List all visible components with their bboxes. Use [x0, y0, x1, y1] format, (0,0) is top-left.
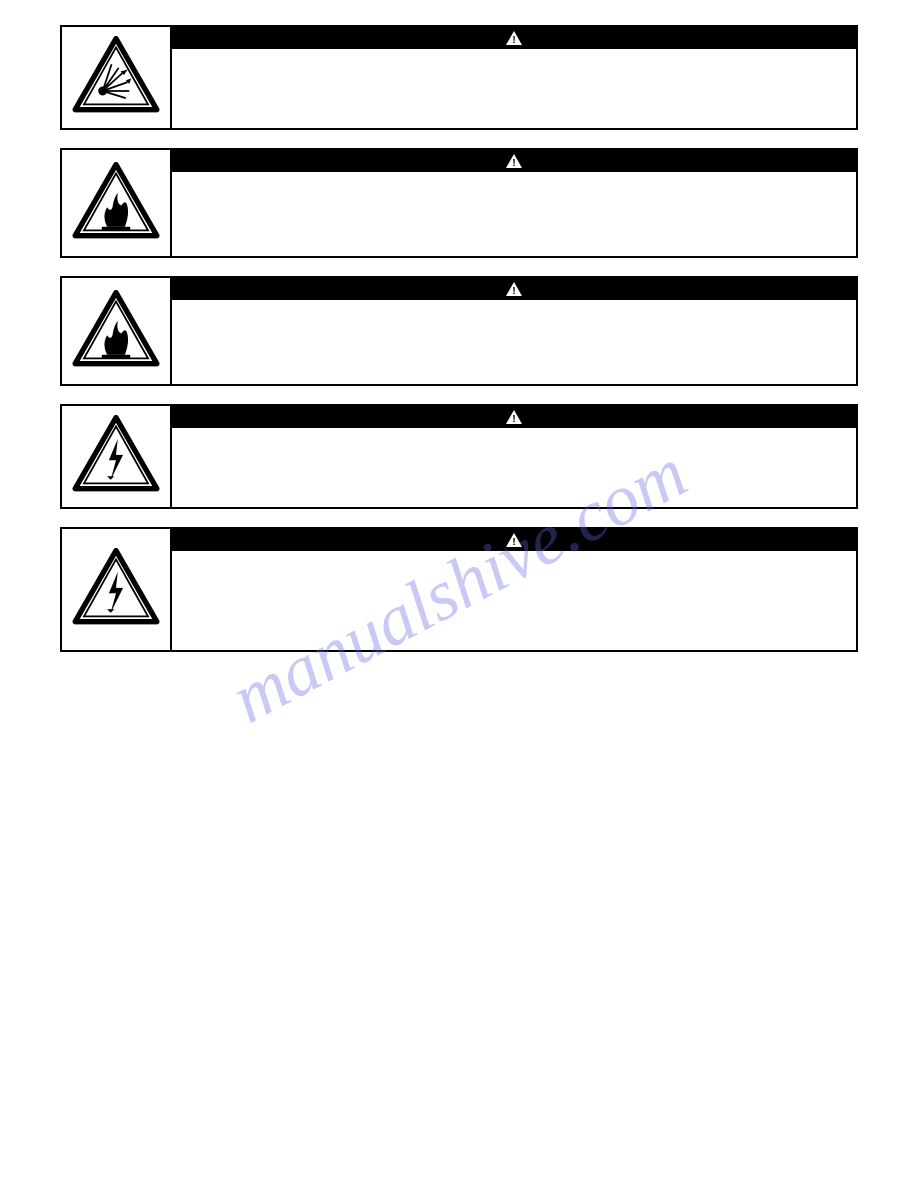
icon-cell [62, 406, 172, 507]
alert-icon: ! [506, 282, 522, 296]
warning-header: ! [172, 150, 856, 172]
content-cell: ! [172, 27, 856, 128]
alert-icon: ! [506, 31, 522, 45]
warning-header: ! [172, 529, 856, 551]
icon-cell [62, 278, 172, 384]
warning-body [172, 551, 856, 650]
shock-icon [71, 414, 161, 499]
content-cell: ! [172, 150, 856, 256]
warning-body [172, 428, 856, 507]
content-cell: ! [172, 278, 856, 384]
warning-body [172, 49, 856, 128]
warning-explosion: ! [60, 25, 858, 130]
warning-shock-1: ! [60, 404, 858, 509]
alert-icon: ! [506, 410, 522, 424]
alert-icon: ! [506, 533, 522, 547]
alert-icon: ! [506, 154, 522, 168]
svg-text:!: ! [512, 35, 515, 45]
svg-text:!: ! [512, 286, 515, 296]
explosion-icon [71, 35, 161, 120]
fire-icon [71, 289, 161, 374]
fire-icon [71, 161, 161, 246]
warning-header: ! [172, 27, 856, 49]
warning-fire-2: ! [60, 276, 858, 386]
content-cell: ! [172, 406, 856, 507]
warning-body [172, 300, 856, 384]
svg-text:!: ! [512, 158, 515, 168]
icon-cell [62, 529, 172, 650]
content-cell: ! [172, 529, 856, 650]
warning-header: ! [172, 278, 856, 300]
warning-body [172, 172, 856, 256]
shock-icon [71, 547, 161, 632]
svg-text:!: ! [512, 537, 515, 547]
svg-text:!: ! [512, 414, 515, 424]
warning-shock-2: ! [60, 527, 858, 652]
warning-header: ! [172, 406, 856, 428]
icon-cell [62, 27, 172, 128]
icon-cell [62, 150, 172, 256]
warning-fire-1: ! [60, 148, 858, 258]
